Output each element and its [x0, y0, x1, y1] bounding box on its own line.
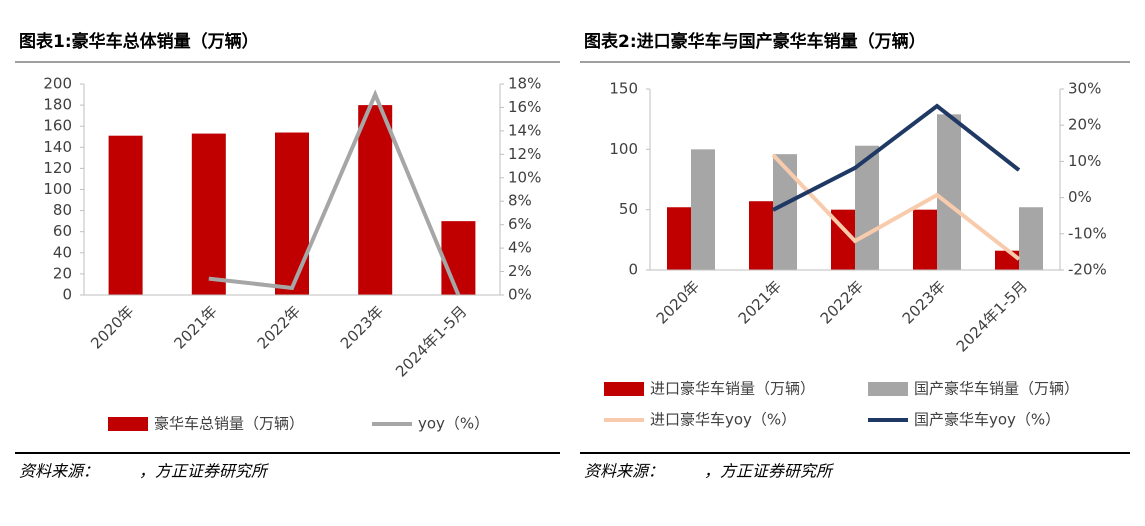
y-tick-label: 60: [53, 222, 72, 240]
y2-tick-label: -20%: [1068, 261, 1107, 279]
y2-tick-label: 30%: [1068, 80, 1101, 98]
y2-tick-label: 12%: [508, 145, 541, 163]
bar: [749, 201, 773, 270]
bar: [358, 105, 393, 295]
x-tick-label: 2021年: [735, 277, 785, 327]
y-tick-label: 20: [53, 264, 72, 282]
y2-tick-label: 6%: [508, 215, 532, 233]
bar: [441, 221, 476, 295]
bar: [691, 149, 715, 270]
y-tick-label: 100: [609, 140, 638, 158]
y2-tick-label: -10%: [1068, 224, 1107, 242]
y-tick-label: 180: [43, 96, 72, 114]
bar: [667, 207, 691, 270]
y-tick-label: 100: [43, 180, 72, 198]
y-tick-label: 50: [619, 200, 638, 218]
legend-swatch: [604, 382, 644, 396]
y2-tick-label: 0%: [508, 286, 532, 304]
legend-label: 国产豪华车销量（万辆）: [914, 380, 1079, 398]
bar: [191, 133, 226, 295]
bar: [913, 209, 937, 270]
x-tick-label: 2022年: [817, 277, 867, 327]
source: 资料来源： ，方正证券研究所: [584, 462, 835, 481]
bar: [108, 135, 143, 295]
legend-label: 进口豪华车销量（万辆）: [650, 380, 815, 398]
y2-tick-label: 4%: [508, 239, 532, 257]
y2-tick-label: 2%: [508, 262, 532, 280]
bar: [995, 250, 1019, 270]
y2-tick-label: 10%: [508, 168, 541, 186]
legend-label: 豪华车总销量（万辆）: [154, 415, 304, 433]
y-tick-label: 0: [628, 261, 638, 279]
y-tick-label: 140: [43, 138, 72, 156]
y2-tick-label: 18%: [508, 75, 541, 93]
legend-label: yoy（%）: [418, 415, 489, 433]
source: 资料来源： ，方正证券研究所: [19, 462, 270, 481]
line: [208, 89, 461, 296]
x-tick-label: 2024年1-5月: [953, 277, 1031, 355]
y2-tick-label: 20%: [1068, 116, 1101, 134]
y2-tick-label: 0%: [1068, 188, 1092, 206]
y-tick-label: 80: [53, 201, 72, 219]
y-tick-label: 150: [609, 80, 638, 98]
y-tick-label: 0: [62, 286, 72, 304]
y2-tick-label: 14%: [508, 121, 541, 139]
legend-swatch: [868, 382, 908, 396]
x-tick-label: 2023年: [899, 277, 949, 327]
x-tick-label: 2020年: [653, 277, 703, 327]
legend-swatch: [108, 417, 148, 431]
x-tick-label: 2021年: [170, 302, 220, 352]
y2-tick-label: 16%: [508, 98, 541, 116]
x-tick-label: 2024年1-5月: [392, 302, 470, 380]
y2-tick-label: 10%: [1068, 152, 1101, 170]
bar: [1019, 207, 1043, 270]
chart-title: 图表2:进口豪华车与国产豪华车销量（万辆）: [584, 31, 926, 52]
x-tick-label: 2020年: [87, 302, 137, 352]
y-tick-label: 160: [43, 117, 72, 135]
x-tick-label: 2023年: [337, 302, 387, 352]
bar: [937, 114, 961, 270]
y2-tick-label: 8%: [508, 192, 532, 210]
line: [772, 103, 1021, 212]
legend-label: 国产豪华车yoy（%）: [914, 411, 1060, 429]
bar: [773, 154, 797, 270]
y-tick-label: 40: [53, 243, 72, 261]
y-tick-label: 200: [43, 75, 72, 93]
line: [771, 153, 1021, 261]
chart-title: 图表1:豪华车总体销量（万辆）: [19, 31, 259, 52]
y-tick-label: 120: [43, 159, 72, 177]
x-tick-label: 2022年: [254, 302, 304, 352]
legend-label: 进口豪华车yoy（%）: [650, 411, 796, 429]
bar: [275, 132, 309, 295]
